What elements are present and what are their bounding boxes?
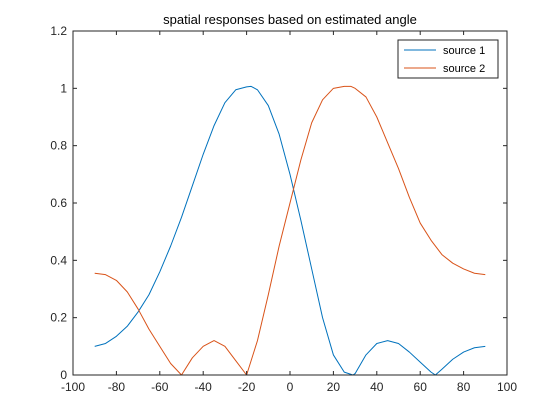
legend-label-source-1: source 1 [443, 45, 485, 57]
x-tick-label: -60 [151, 380, 169, 394]
y-tick-label: 1 [60, 81, 67, 95]
x-tick-label: 80 [457, 380, 471, 394]
y-tick-label: 0.6 [50, 196, 67, 210]
series-line-source-1 [94, 85, 486, 376]
y-tick-label: 0.8 [50, 139, 67, 153]
x-tick-label: 20 [327, 380, 341, 394]
x-tick-label: -80 [108, 380, 126, 394]
y-tick-label: 0 [60, 368, 67, 382]
legend-box [397, 39, 499, 79]
series-layer [94, 85, 486, 376]
x-tick-label: 100 [497, 380, 517, 394]
x-tick-label: 40 [370, 380, 384, 394]
y-tick-label: 1.2 [50, 24, 67, 38]
x-tick-label: -40 [195, 380, 213, 394]
x-tick-label: -100 [61, 380, 85, 394]
y-tick-label: 0.2 [50, 311, 67, 325]
y-tick-label: 0.4 [50, 253, 67, 267]
y-axis: 0 0.2 0.4 0.6 0.8 1 1.2 [50, 24, 507, 382]
chart-title: spatial responses based on estimated ang… [163, 12, 417, 27]
legend: source 1 source 2 [397, 39, 499, 79]
series-line-source-2 [94, 85, 486, 376]
x-axis: -100 -80 -60 -40 -20 0 20 40 60 80 100 [61, 31, 517, 394]
legend-label-source-2: source 2 [443, 63, 485, 75]
x-tick-label: 0 [287, 380, 294, 394]
x-tick-label: -20 [238, 380, 256, 394]
x-tick-label: 60 [414, 380, 428, 394]
